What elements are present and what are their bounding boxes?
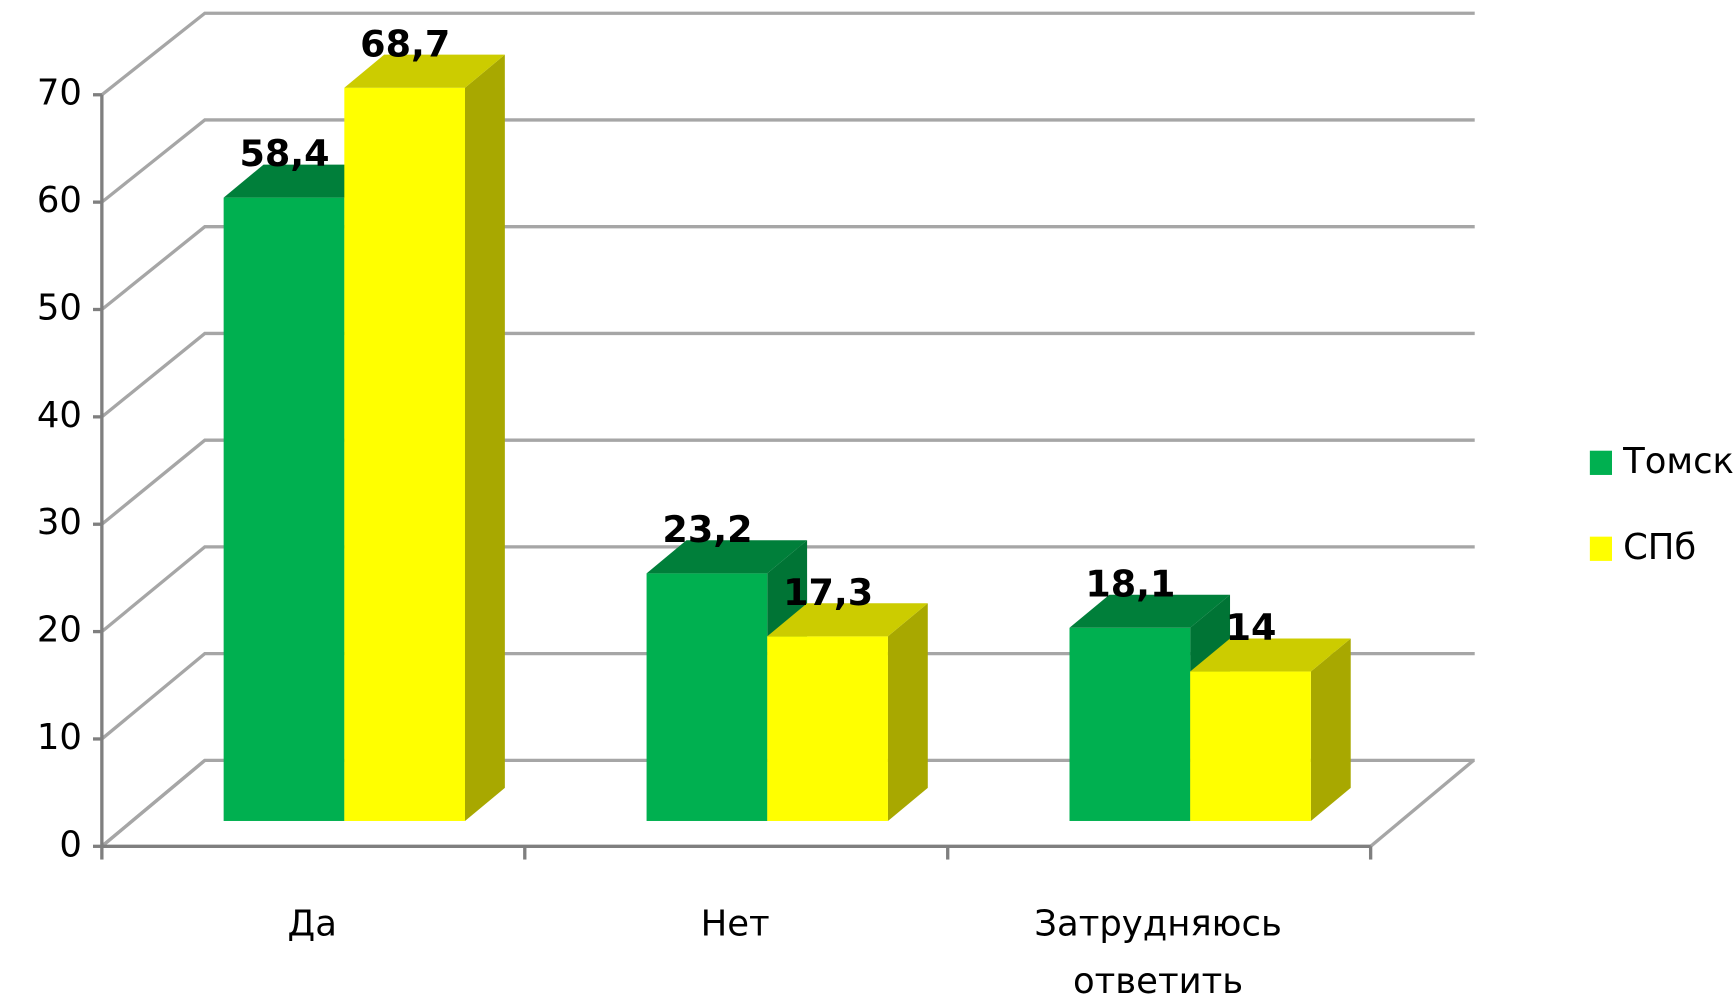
bar-top <box>223 164 385 198</box>
bar-top <box>767 603 928 637</box>
bar-side <box>887 603 928 821</box>
grid-line <box>100 545 1475 633</box>
legend-swatch <box>1589 450 1612 475</box>
bar-side <box>1310 638 1351 821</box>
value-label: 58,4 <box>239 132 329 175</box>
legend-label: СПб <box>1623 527 1696 568</box>
grid-line <box>100 11 1475 97</box>
y-tick-label: 50 <box>37 288 82 329</box>
bar-front <box>223 197 345 821</box>
x-tick-label-line: ответить <box>1073 961 1243 1002</box>
y-tick-label: 30 <box>37 502 82 543</box>
value-label: 18,1 <box>1085 562 1175 605</box>
bar-front <box>1190 671 1311 821</box>
bar <box>344 54 505 821</box>
x-tick-label: Затрудняюсь ответить <box>1034 904 1282 1002</box>
grid-line <box>100 651 1475 741</box>
grid-line <box>100 225 1475 311</box>
y-tick-label: 70 <box>37 73 82 114</box>
grid-line <box>100 438 1475 526</box>
bar <box>767 603 928 821</box>
x-tick-label-line: Затрудняюсь <box>1034 904 1282 945</box>
bar-front <box>344 87 465 821</box>
x-tick-label: Да <box>288 904 337 945</box>
grid-line <box>100 331 1475 419</box>
bar-top <box>646 540 808 574</box>
bar-front <box>1069 627 1191 821</box>
value-label: 23,2 <box>662 508 752 551</box>
value-label: 17,3 <box>783 571 873 614</box>
bar-side <box>465 54 505 821</box>
bar-front <box>646 573 768 821</box>
grid-line <box>100 758 1475 848</box>
bar-top <box>1190 638 1351 672</box>
x-tick-label-line: Да <box>288 904 337 945</box>
legend-swatch <box>1589 536 1612 561</box>
y-tick-label: 60 <box>37 180 82 221</box>
bar <box>1190 638 1351 821</box>
x-tick-label: Нет <box>701 904 770 945</box>
y-tick-label: 10 <box>37 717 82 758</box>
y-tick-label: 40 <box>37 395 82 436</box>
grid-line <box>100 118 1475 204</box>
value-label: 68,7 <box>360 22 450 65</box>
x-tick-label-line: Нет <box>701 904 770 945</box>
legend-label: Томск <box>1622 441 1734 482</box>
bar-top <box>344 54 505 88</box>
value-label: 14 <box>1226 606 1277 649</box>
bar-top <box>1069 594 1231 628</box>
y-tick-label: 0 <box>59 824 82 865</box>
bar-front <box>767 636 888 821</box>
y-tick-label: 20 <box>37 610 82 651</box>
